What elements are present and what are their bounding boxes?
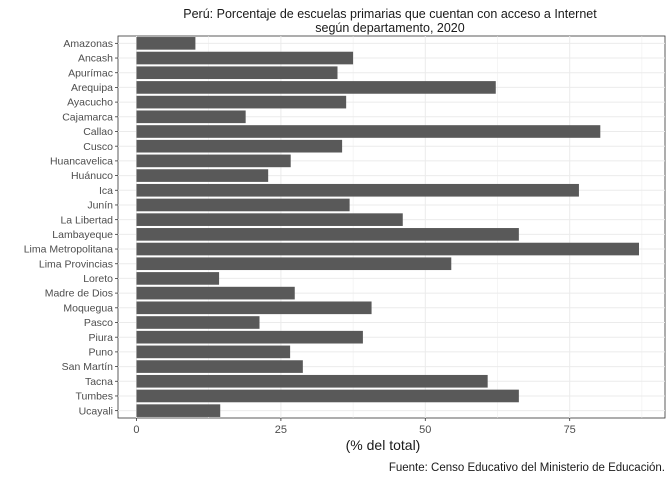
y-tick-label: Callao bbox=[83, 126, 113, 138]
bar bbox=[136, 125, 601, 138]
bar bbox=[136, 389, 519, 403]
x-tick-label: 75 bbox=[564, 424, 576, 436]
y-tick-label: Ica bbox=[99, 185, 113, 197]
bar bbox=[136, 316, 260, 329]
y-tick-label: Madre de Dios bbox=[45, 288, 113, 300]
y-tick-label: Lambayeque bbox=[52, 229, 113, 241]
bar bbox=[136, 228, 519, 241]
bar bbox=[136, 139, 343, 153]
y-tick-label: Ayacucho bbox=[67, 97, 113, 109]
chart-title-line-1: Perú: Porcentaje de escuelas primarias q… bbox=[183, 7, 597, 21]
bar bbox=[136, 404, 221, 417]
y-tick-label: Tacna bbox=[85, 376, 113, 388]
bar bbox=[136, 66, 338, 80]
bar bbox=[136, 110, 246, 124]
y-tick-label: Piura bbox=[88, 332, 113, 344]
bar bbox=[136, 213, 403, 226]
y-tick-label: Cajamarca bbox=[62, 111, 113, 123]
y-tick-label: Ucayali bbox=[79, 405, 113, 417]
y-tick-label: Huánuco bbox=[71, 170, 113, 182]
x-axis-label: (% del total) bbox=[346, 437, 421, 453]
bar bbox=[136, 198, 350, 212]
y-tick-label: La Libertad bbox=[60, 214, 113, 226]
y-tick-label: Junín bbox=[87, 200, 113, 212]
y-tick-label: Amazonas bbox=[63, 38, 113, 50]
y-tick-label: Pasco bbox=[84, 317, 113, 329]
y-tick-label: Huancavelica bbox=[50, 155, 113, 167]
bar bbox=[136, 360, 303, 373]
y-tick-label: Tumbes bbox=[75, 391, 113, 403]
bar bbox=[136, 183, 579, 197]
y-tick-label: Puno bbox=[88, 346, 113, 358]
x-tick-label: 50 bbox=[419, 424, 431, 436]
y-tick-label: Cusco bbox=[83, 141, 113, 153]
source-caption: Fuente: Censo Educativo del Ministerio d… bbox=[389, 462, 665, 474]
bar bbox=[136, 257, 452, 271]
bar bbox=[136, 286, 295, 300]
x-tick-label: 25 bbox=[275, 424, 287, 436]
x-tick-label: 0 bbox=[133, 424, 139, 436]
bar bbox=[136, 169, 269, 182]
bar bbox=[136, 330, 363, 344]
bar bbox=[136, 37, 196, 50]
y-tick-label: Moquegua bbox=[63, 302, 113, 314]
y-tick-label: Ancash bbox=[78, 53, 113, 65]
chart-title-line-2: según departamento, 2020 bbox=[315, 21, 464, 35]
bar bbox=[136, 242, 640, 256]
bar bbox=[136, 301, 372, 315]
y-tick-label: San Martín bbox=[62, 361, 114, 373]
y-tick-label: Arequipa bbox=[71, 82, 113, 94]
bar bbox=[136, 81, 496, 94]
y-tick-label: Lima Metropolitana bbox=[24, 244, 113, 256]
x-tick-labels: 0 25 50 75 bbox=[133, 418, 576, 436]
bar bbox=[136, 345, 291, 359]
bar bbox=[136, 154, 291, 168]
bar bbox=[136, 95, 347, 109]
bar bbox=[136, 374, 488, 388]
y-tick-label: Apurímac bbox=[68, 67, 113, 79]
bars bbox=[136, 37, 640, 417]
y-tick-label: Loreto bbox=[83, 273, 113, 285]
bar bbox=[136, 51, 354, 65]
y-tick-label: Lima Provincias bbox=[39, 258, 113, 270]
bar bbox=[136, 272, 220, 285]
y-tick-labels: Amazonas Ancash Apurímac Arequipa Ayacucho Ca… bbox=[24, 38, 118, 417]
